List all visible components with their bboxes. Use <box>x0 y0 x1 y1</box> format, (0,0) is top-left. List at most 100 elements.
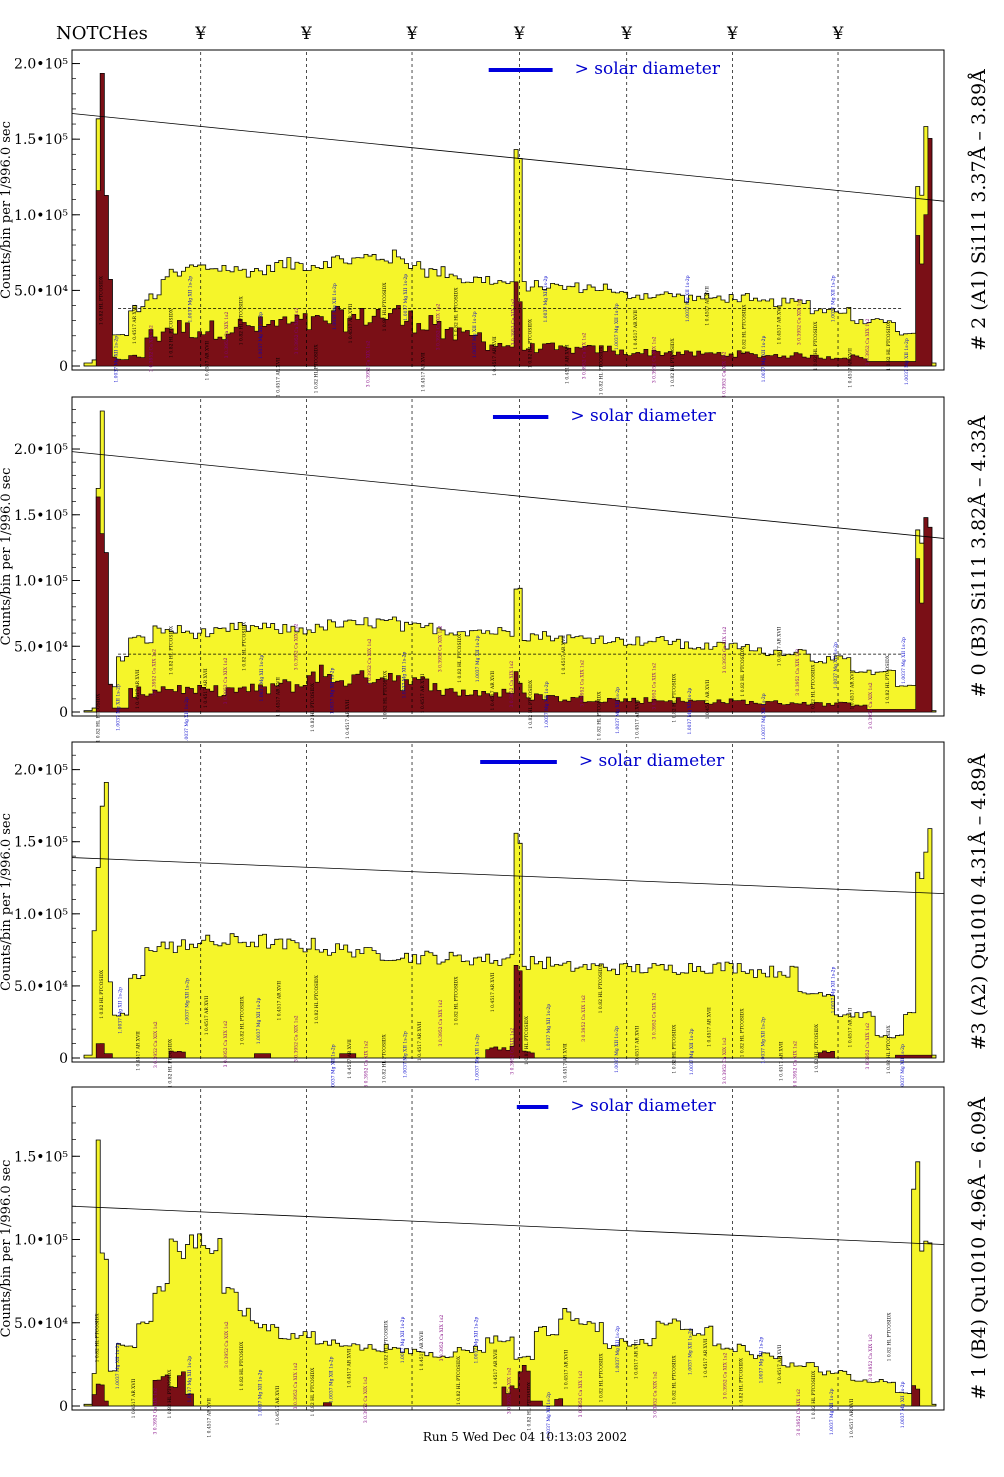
trend-line <box>71 113 945 202</box>
line-id-label: 3 0.3952 Ca XIX 1s2 <box>437 625 443 672</box>
line-id-label: 3 0.3952 Ca XIX 1s2 <box>224 1321 230 1368</box>
histogram-total <box>83 410 937 713</box>
line-id-label: 1 0.4517 AR XVII <box>561 635 567 675</box>
line-id-label: 1 0.82 HL PTCOSIDX <box>814 1023 820 1073</box>
panel-label: # 2 (A1) Si111 3.37Å – 3.89Å <box>968 69 990 351</box>
line-id-label: 1 0.82 HL PTCOSIDX <box>313 344 319 394</box>
line-id-label: 1 0.4517 AR XVII <box>492 336 498 376</box>
panel-label: # 0 (B3) Si111 3.82Å – 4.33Å <box>968 415 990 697</box>
line-id-label: 1 0.82 HL PTCOSIDX <box>598 346 604 396</box>
line-id-label: 1 0.4517 AR XVII <box>849 670 855 710</box>
y-axis-label: Counts/bin per 1/996.0 sec <box>0 1160 14 1338</box>
line-id-label: 3 0.3952 Ca XIX 1s2 <box>865 319 871 366</box>
solar-diameter-label: > solar diameter <box>575 59 721 79</box>
line-id-label: 1 0.4517 AR XVII <box>132 304 138 344</box>
line-id-label: 1 0.4517 AR XVII <box>777 1344 783 1384</box>
line-id-label: 1 0.4517 AR XVII <box>207 1398 213 1438</box>
line-id-label: 1.0037 Mg XII 1s-2p <box>688 1328 694 1375</box>
line-id-label: 3 0.3952 Ca XIX 1s2 <box>365 340 371 387</box>
line-id-label: 1 0.4517 AR XVII <box>705 680 711 720</box>
line-id-label: 1 0.82 HL PTCOSIDX <box>597 691 603 741</box>
run-timestamp: Run 5 Wed Dec 04 10:13:03 2002 <box>423 1430 627 1444</box>
y-tick-label: 0 <box>59 705 68 721</box>
line-id-label: 1.0037 Mg XII 1s-2p <box>403 274 409 321</box>
line-id-label: 1.0037 Mg XII 1s-2p <box>544 681 550 728</box>
trend-line <box>71 1205 945 1245</box>
y-tick-label: 2.0•10⁵ <box>14 763 68 779</box>
line-id-label: 3 0.3952 Ca XIX 1s2 <box>796 298 802 345</box>
line-id-label: 1.0037 Mg XII 1s-2p <box>615 1326 621 1373</box>
line-id-label: 3 0.3952 Ca XIX 1s2 <box>722 1037 728 1084</box>
line-id-label: 1 0.4517 AR XVII <box>204 996 210 1036</box>
panel-1: > solar diameter 0 5.0•10⁴ 1.0•10⁵ 1.5•10⁵ 2.… <box>0 396 990 744</box>
panel-2: > solar diameter 0 5.0•10⁴ 1.0•10⁵ 1.5•10⁵ 2.… <box>0 741 990 1091</box>
panel-label: #3 (A2) Qu1010 4.31Å – 4.89Å <box>968 753 990 1050</box>
line-id-label: 1 0.4517 AR XVII <box>420 352 426 392</box>
y-tick-label: 1.0•10⁵ <box>14 208 68 224</box>
line-id-label: 3 0.3952 Ca XIX 1s2 <box>294 623 300 670</box>
line-id-label: 1.0037 Mg XII 1s-2p <box>687 688 693 735</box>
line-id-label: 1 0.4517 AR XVII <box>634 1339 640 1379</box>
line-id-label: 3 0.3952 Ca XIX 1s2 <box>579 660 585 707</box>
line-id-label: 1 0.82 HL PTCOSIDX <box>99 969 105 1019</box>
line-id-label: 3 0.3952 Ca XIX 1s2 <box>224 312 230 359</box>
line-id-label: 1 0.4517 AR XVII <box>348 304 354 344</box>
y-tick-label: 2.0•10⁵ <box>14 442 68 458</box>
line-id-label: 1 0.4517 AR XVII <box>419 1331 425 1371</box>
line-id-label: 1 0.82 HL PTCOSIDX <box>457 633 463 683</box>
y-tick-label: 1.5•10⁵ <box>14 835 68 851</box>
line-id-label: 1 0.82 HL PTCOSIDX <box>671 1355 677 1405</box>
line-id-label: 1.0037 Mg XII 1s-2p <box>400 1316 406 1363</box>
trend-line <box>71 451 945 539</box>
panels: > solar diameter 0 5.0•10⁴ 1.0•10⁵ 1.5•10⁵ 2.… <box>0 49 990 1439</box>
line-id-label: 3 0.3952 Ca XIX 1s2 <box>507 1367 513 1414</box>
line-id-label: 1 0.4517 AR XVII <box>203 668 209 708</box>
line-id-label: 1 0.4517 AR XVII <box>563 1350 569 1390</box>
line-id-label: 1 0.82 HL PTCOSIDX <box>382 670 388 720</box>
line-id-label: 1 0.82 HL PTCOSIDX <box>169 308 175 358</box>
line-id-label: 1 0.4517 AR XVII <box>849 1399 855 1439</box>
line-id-label: 1 0.82 HL PTCOSIDX <box>310 682 316 732</box>
line-id-label: 3 0.3952 Ca XIX 1s2 <box>367 638 373 685</box>
line-id-label: 1 0.4517 AR XVII <box>707 1007 713 1047</box>
y-tick-label: 1.5•10⁵ <box>14 508 68 524</box>
line-id-label: 3 0.3952 Ca XIX 1s2 <box>293 1363 299 1410</box>
line-id-label: 1.0037 Mg XII 1s-2p <box>256 997 262 1044</box>
line-id-label: 1 0.82 HL PTCOSIDX <box>886 1312 892 1362</box>
line-id-label: 3 0.3952 Ca XIX 1s2 <box>294 308 300 355</box>
y-tick-label: 0 <box>59 1399 68 1415</box>
line-id-label: 1 0.4517 AR XVII <box>275 357 281 397</box>
line-id-label: 1.0037 Mg XII 1s-2p <box>831 275 837 322</box>
line-id-label: 1 0.4517 AR XVII <box>703 1338 709 1378</box>
y-tick-label: 1.5•10⁵ <box>14 132 68 148</box>
y-tick-label: 5.0•10⁴ <box>14 283 68 299</box>
line-id-label: 1 0.4517 AR XVII <box>490 671 496 711</box>
line-id-label: 1 0.82 HL PTCOSIDX <box>314 974 320 1024</box>
line-id-label: 3 0.3952 Ca XIX 1s2 <box>151 649 157 696</box>
line-id-label: 1 0.82 HL PTCOSIDX <box>811 664 817 714</box>
line-id-label: 1 0.82 HL PTCOSIDX <box>310 1367 316 1417</box>
line-id-label: 1.0037 Mg XII 1s-2p <box>257 1370 263 1417</box>
line-id-label: 1 0.82 HL PTCOSIDX <box>739 1357 745 1407</box>
line-id-label: 1 0.4517 AR XVII <box>275 1386 281 1426</box>
line-id-label: 3 0.3952 Ca XIX 1s2 <box>511 299 517 346</box>
line-id-label: 1.0037 Mg XII 1s-2p <box>904 338 910 385</box>
line-id-label: 1.0037 Mg XII 1s-2p <box>615 687 621 734</box>
notch-header: NOTCHes ¥ ¥ ¥ ¥ ¥ ¥ ¥ <box>56 23 844 44</box>
line-id-label: 1 0.4517 AR XVII <box>705 286 711 326</box>
line-id-label: 3 0.3952 Ca XIX 1s2 <box>868 1334 874 1381</box>
line-id-label: 1.0037 Mg XII 1s-2p <box>117 987 123 1034</box>
line-id-label: 1 0.4517 AR XVII <box>634 1026 640 1066</box>
line-id-label: 1.0037 Mg XII 1s-2p <box>546 1392 552 1439</box>
y-tick-label: 0 <box>59 359 68 375</box>
line-id-label: 1 0.82 HL PTCOSIDX <box>524 1015 530 1065</box>
line-id-label: 1 0.82 HL PTCOSIDX <box>672 673 678 723</box>
line-id-label: 1 0.4517 AR XVII <box>205 341 211 381</box>
line-id-label: 1 0.4517 AR XVII <box>135 1031 141 1071</box>
line-id-label: 1.0037 Mg XII 1s-2p <box>759 1337 765 1384</box>
notch-marker: ¥ <box>300 24 312 44</box>
line-id-label: 1 0.4517 AR XVII <box>417 1021 423 1061</box>
line-id-label: 1 0.82 HL PTCOSIDX <box>96 693 102 743</box>
line-id-label: 1 0.82 HL PTCOSIDX <box>382 282 388 332</box>
